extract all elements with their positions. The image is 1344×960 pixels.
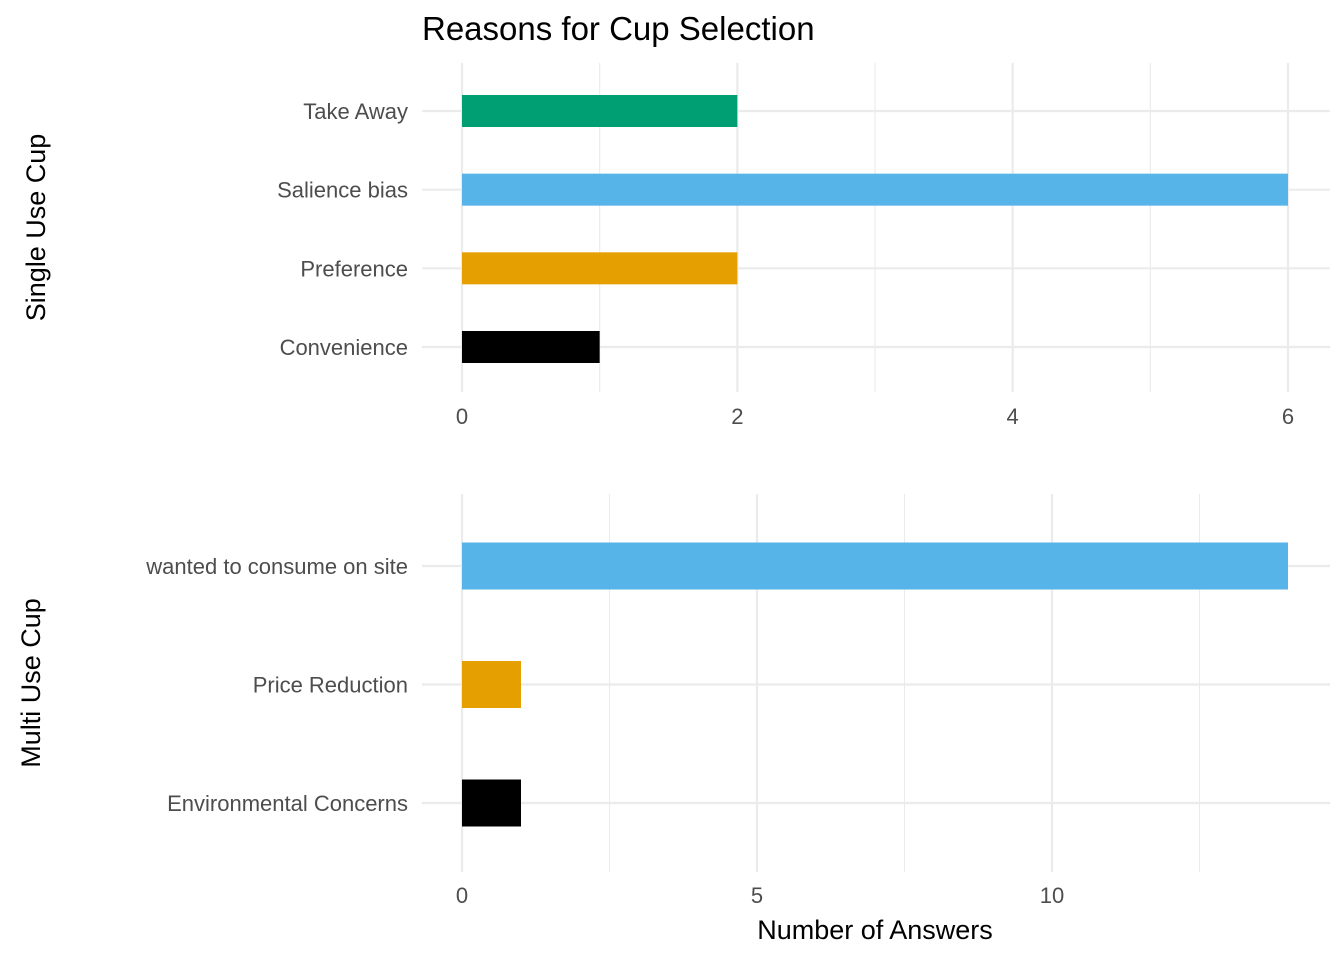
panel-y-axis-label: Multi Use Cup	[16, 598, 46, 768]
bar	[462, 331, 600, 363]
x-tick-label: 10	[1040, 883, 1064, 908]
bar	[462, 95, 738, 127]
x-tick-label: 5	[751, 883, 763, 908]
x-tick-label: 0	[456, 404, 468, 429]
bar	[462, 661, 521, 708]
x-tick-label: 2	[731, 404, 743, 429]
category-label: Convenience	[280, 335, 408, 360]
panel-y-axis-label: Single Use Cup	[21, 134, 51, 322]
category-label: Take Away	[303, 99, 408, 124]
x-tick-label: 6	[1282, 404, 1294, 429]
category-label: Salience bias	[277, 178, 408, 203]
category-label: Price Reduction	[253, 673, 408, 698]
bar	[462, 779, 521, 827]
x-tick-label: 4	[1007, 404, 1019, 429]
category-label: wanted to consume on site	[145, 554, 408, 579]
x-tick-label: 0	[456, 883, 468, 908]
chart-panels: Take Away Salience bias Preference Convenie…	[16, 63, 1330, 908]
bar	[462, 542, 1288, 590]
category-label: Preference	[300, 256, 408, 281]
chart-title: Reasons for Cup Selection	[422, 10, 815, 47]
bar	[462, 252, 738, 285]
category-label: Environmental Concerns	[167, 791, 408, 816]
bar	[462, 173, 1288, 206]
x-axis-label: Number of Answers	[757, 915, 993, 945]
